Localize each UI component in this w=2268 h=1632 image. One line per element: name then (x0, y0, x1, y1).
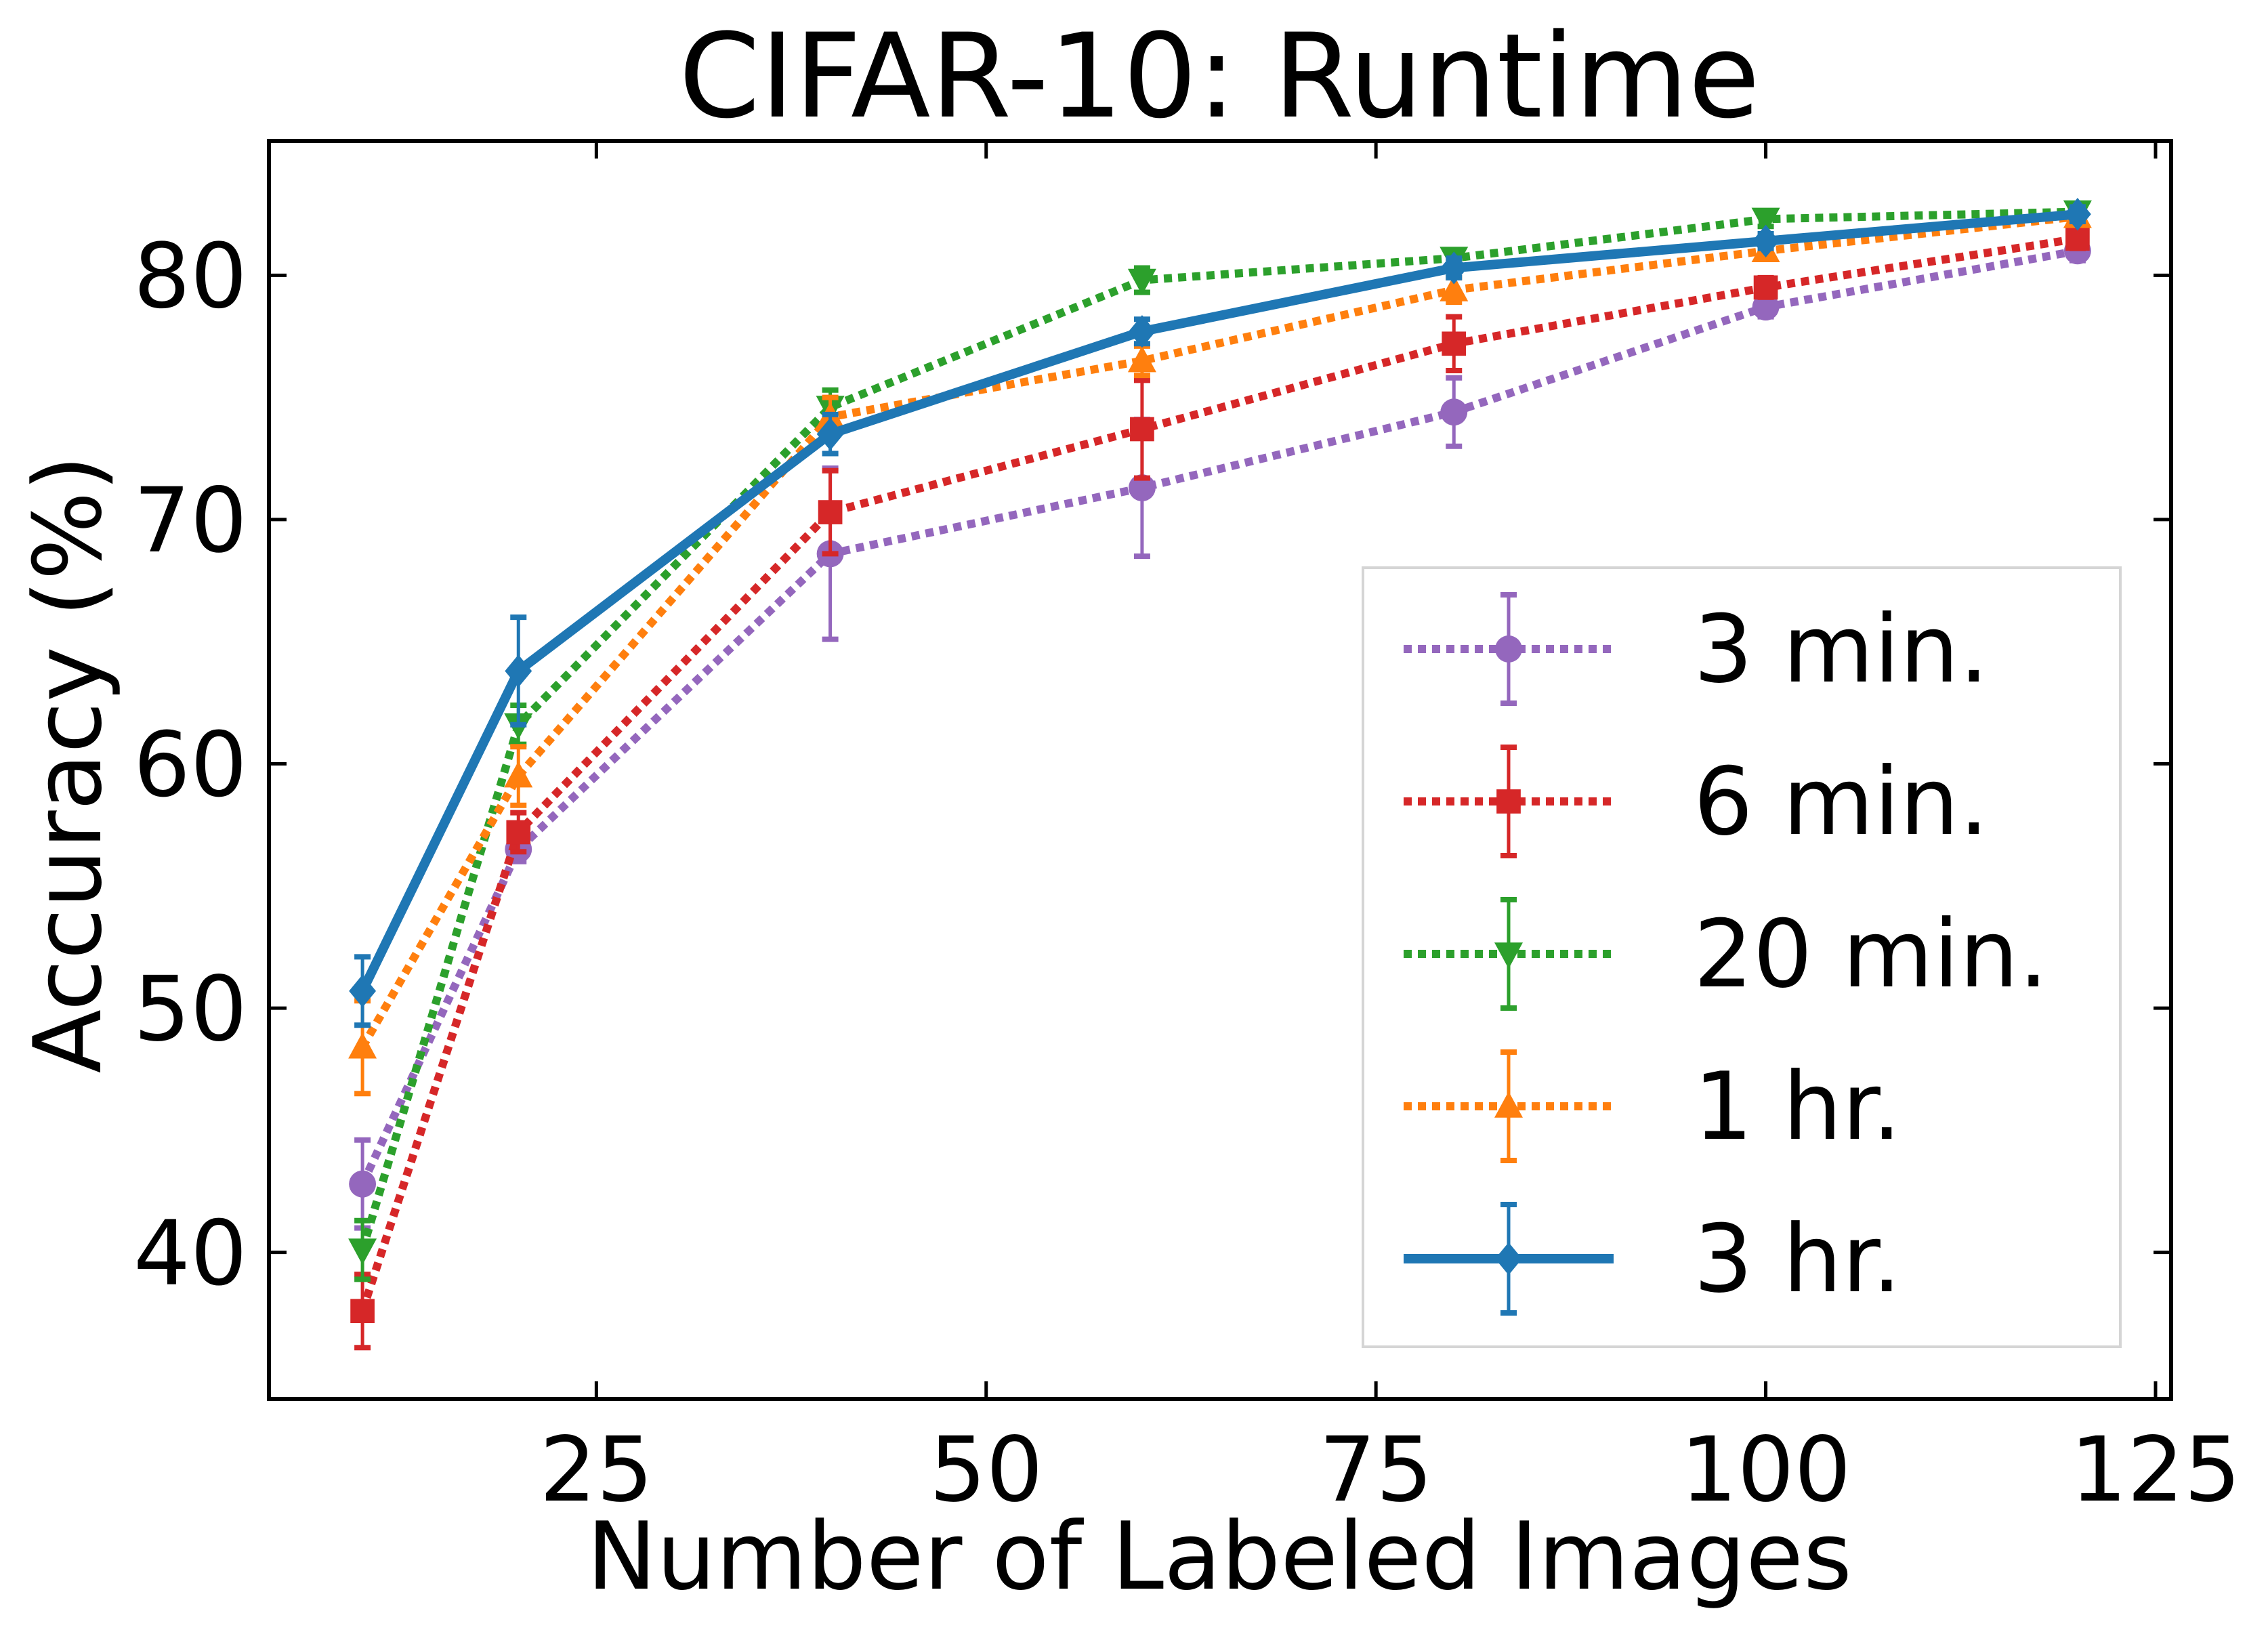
data-point (1440, 251, 1468, 285)
x-tick-label: 125 (2070, 1418, 2241, 1522)
chart-title: CIFAR-10: Runtime (679, 8, 1760, 144)
data-point (1751, 207, 1780, 234)
data-point (1128, 474, 1156, 501)
data-point (504, 761, 533, 788)
axes: 25 50 75 100 125 40 50 60 70 80 (133, 139, 2241, 1522)
data-point (350, 1299, 375, 1324)
legend-label: 3 min. (1694, 595, 1989, 704)
x-tick-label: 50 (929, 1418, 1043, 1522)
data-point (348, 1238, 377, 1265)
x-axis-label: Number of Labeled Images (587, 1502, 1852, 1611)
legend: 3 min. 6 min. 20 min. 1 hr. 3 hr. (1362, 566, 2122, 1348)
data-point (348, 1032, 377, 1059)
legend-marker (1496, 789, 1521, 814)
data-point (349, 1170, 377, 1198)
data-point (1440, 274, 1469, 301)
plot-frame (267, 139, 2173, 1401)
y-axis-label: Accuracy (%) (14, 455, 123, 1074)
data-point (1753, 275, 1778, 300)
legend-marker (1495, 1242, 1522, 1276)
legend-marker (1494, 942, 1523, 969)
x-tick-label: 25 (539, 1418, 653, 1522)
data-point (506, 820, 531, 845)
data-point (1752, 293, 1780, 321)
legend-label: 1 hr. (1694, 1052, 1902, 1161)
data-point (1127, 268, 1156, 295)
data-point (2065, 226, 2090, 251)
y-tick-label: 50 (133, 957, 247, 1062)
plot-area (348, 198, 2092, 1351)
legend-label: 6 min. (1694, 747, 1989, 856)
legend-item-2: 20 min. (1404, 897, 2049, 1011)
legend-marker (1494, 1091, 1523, 1118)
x-tick-label: 75 (1319, 1418, 1433, 1522)
legend-item-0: 3 min. (1404, 592, 1989, 706)
data-point (1130, 417, 1154, 442)
y-tick-label: 40 (133, 1202, 247, 1306)
data-point (818, 500, 843, 524)
legend-marker (1495, 635, 1522, 663)
legend-item-1: 6 min. (1404, 745, 1989, 858)
series-1 (350, 226, 2090, 1351)
legend-item-3: 1 hr. (1404, 1049, 1902, 1163)
data-point (2063, 198, 2091, 231)
y-tick-label: 70 (133, 469, 247, 573)
series-4 (349, 198, 2091, 1028)
data-point (349, 974, 377, 1007)
data-point (1442, 331, 1467, 356)
data-point (816, 417, 844, 451)
y-tick-label: 60 (133, 713, 247, 817)
legend-label: 3 hr. (1694, 1205, 1902, 1314)
data-point (505, 654, 532, 688)
legend-item-4: 3 hr. (1404, 1202, 1902, 1316)
data-point (1440, 398, 1468, 426)
data-point (1127, 346, 1156, 373)
y-tick-label: 80 (133, 224, 247, 329)
data-point (1128, 315, 1156, 348)
legend-label: 20 min. (1694, 900, 2049, 1009)
x-tick-label: 100 (1681, 1418, 1851, 1522)
data-point (1752, 224, 1780, 257)
